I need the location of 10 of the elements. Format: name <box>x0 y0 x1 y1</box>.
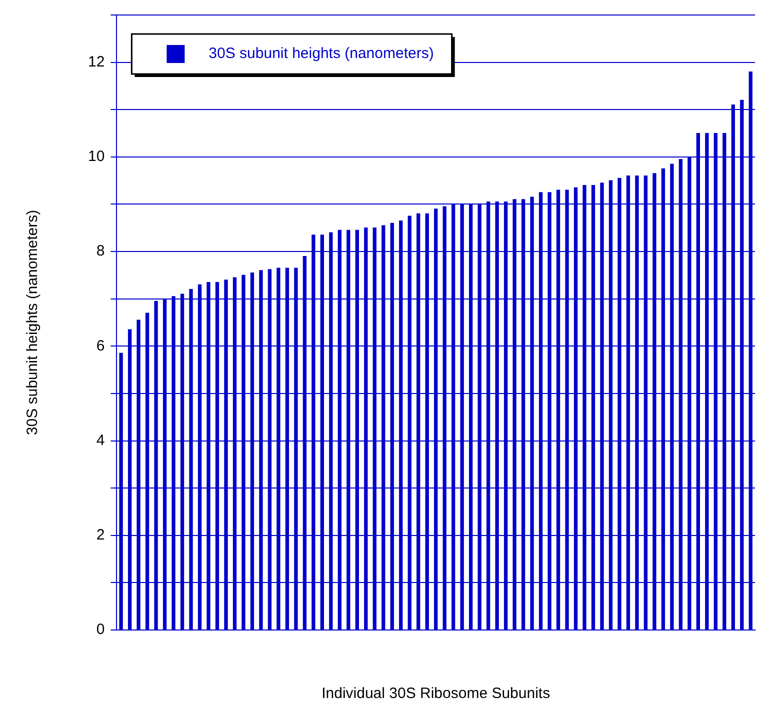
y-tick-label: 4 <box>96 432 105 449</box>
x-axis-title: Individual 30S Ribosome Subunits <box>322 685 550 702</box>
y-tick-label: 10 <box>88 148 105 166</box>
legend-label: 30S subunit heights (nanometers) <box>208 45 434 62</box>
y-axis-title: 30S subunit heights (nanometers) <box>24 210 42 436</box>
y-tick-label: 2 <box>96 526 105 544</box>
y-tick-label: 8 <box>96 242 105 260</box>
y-tick-label: 6 <box>96 337 105 354</box>
y-tick-label: 0 <box>96 621 105 638</box>
y-tick-label: 12 <box>88 53 105 70</box>
